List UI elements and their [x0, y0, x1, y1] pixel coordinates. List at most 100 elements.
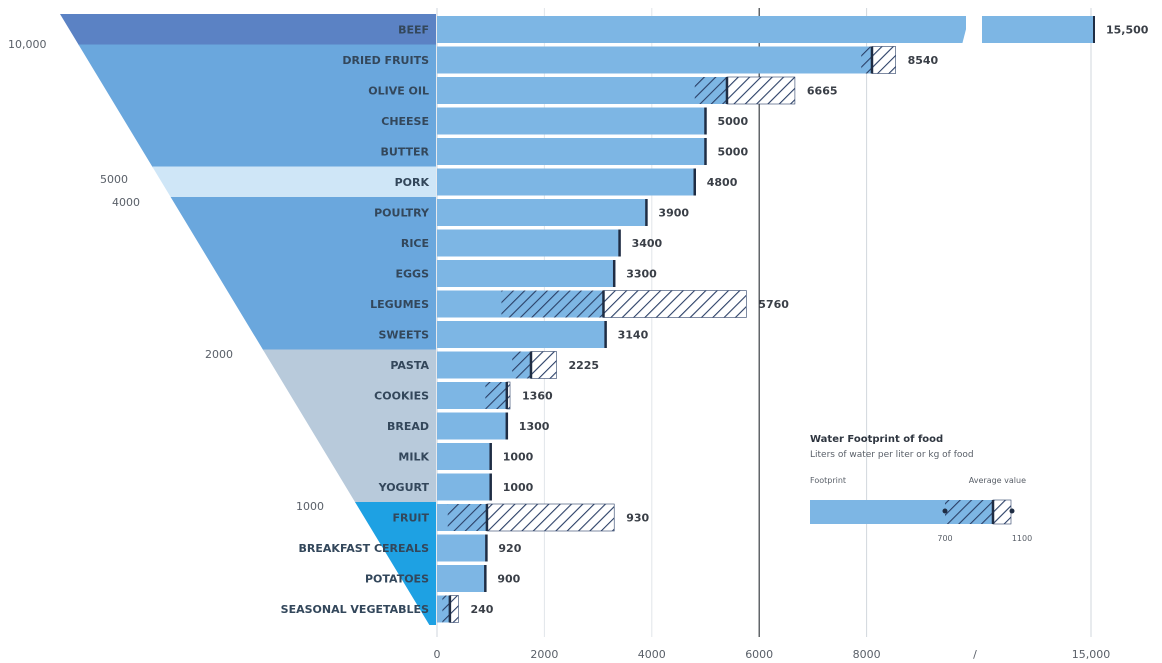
value-label-rice: 3400 — [632, 237, 663, 250]
legend-range-low — [945, 500, 993, 524]
legend-title: Water Footprint of food — [810, 434, 943, 445]
bar-row-dried-fruits: DRIED FRUITS 8540 — [342, 46, 939, 74]
value-label-beef: 15,500 — [1106, 24, 1149, 37]
x-axis-break-mark: / — [973, 648, 977, 661]
value-label-cheese: 5000 — [718, 115, 749, 128]
category-label-bread: BREAD — [387, 420, 429, 433]
category-label-cheese: CHEESE — [381, 115, 429, 128]
pyramid-level-4: 1000 — [296, 500, 324, 513]
bar-row-seasonal-vegetables: SEASONAL VEGETABLES 240 — [281, 595, 494, 623]
bar-potatoes — [437, 565, 486, 592]
bar-olive-oil — [437, 77, 727, 104]
bar-rice — [437, 229, 620, 257]
bars: BEEF 15,500 DRIED FRUITS 8540 OLIVE OIL 6665 C… — [281, 13, 1149, 623]
category-label-potatoes: POTATOES — [365, 573, 429, 586]
value-label-breakfast-cereals: 920 — [498, 542, 521, 555]
value-label-eggs: 3300 — [626, 268, 657, 281]
range-high-fruit — [486, 503, 615, 532]
range-high-legumes — [603, 290, 747, 318]
category-label-sweets: SWEETS — [378, 329, 429, 342]
pyramid-level-labels: 10,000 5000 4000 2000 1000 — [8, 38, 324, 513]
bar-row-milk: MILK 1000 — [398, 443, 534, 470]
bar-pork — [437, 168, 695, 196]
bar-row-legumes: LEGUMES 5760 — [370, 290, 789, 318]
bar-row-bread: BREAD 1300 — [387, 412, 550, 440]
legend-max-dot — [1009, 508, 1015, 514]
bar-row-eggs: EGGS 3300 — [396, 260, 657, 287]
category-label-beef: BEEF — [398, 24, 429, 37]
category-label-rice: RICE — [401, 237, 429, 250]
bar-sweets — [437, 321, 606, 348]
bar-row-butter: BUTTER 5000 — [380, 138, 748, 165]
bar-breakfast-cereals — [437, 534, 487, 562]
range-low-pasta — [512, 351, 531, 379]
range-high-pasta — [530, 351, 557, 379]
legend-high-value: 1100 — [1012, 534, 1032, 543]
bar-yogurt — [437, 473, 491, 501]
category-label-yogurt: YOGURT — [378, 481, 430, 494]
bar-row-potatoes: POTATOES 900 — [365, 565, 521, 592]
legend-bar — [810, 500, 945, 524]
x-tick-3: 6000 — [745, 648, 773, 661]
legend-subtitle: Liters of water per liter or kg of food — [810, 450, 974, 460]
value-label-legumes: 5760 — [758, 298, 789, 311]
legend-min-label: Footprint — [810, 476, 846, 485]
x-tick-1: 2000 — [530, 648, 558, 661]
range-low-seasonal-vegetables — [442, 595, 450, 623]
pyramid-level-2: 4000 — [112, 196, 140, 209]
category-label-poultry: POULTRY — [374, 207, 430, 220]
range-low-fruit — [447, 504, 487, 531]
bar-milk — [437, 443, 491, 470]
bar-row-breakfast-cereals: BREAKFAST CEREALS 920 — [299, 534, 522, 562]
x-axis-ticks: 0 2000 4000 6000 8000 15,000 / — [434, 648, 1111, 661]
pyramid-bands — [60, 14, 436, 625]
category-label-pork: PORK — [395, 176, 430, 189]
bar-poultry — [437, 199, 647, 226]
value-label-seasonal-vegetables: 240 — [470, 603, 493, 616]
category-label-breakfast-cereals: BREAKFAST CEREALS — [299, 542, 430, 555]
bar-beef-a — [437, 16, 966, 43]
bar-row-rice: RICE 3400 — [401, 229, 663, 257]
legend-low-value: 700 — [937, 534, 952, 543]
bar-row-sweets: SWEETS 3140 — [378, 321, 649, 348]
category-label-milk: MILK — [398, 451, 429, 464]
pyramid-band-0 — [60, 14, 436, 46]
value-label-dried-fruits: 8540 — [908, 54, 939, 67]
x-tick-4: 8000 — [853, 648, 881, 661]
value-label-sweets: 3140 — [618, 329, 649, 342]
bar-row-poultry: POULTRY 3900 — [374, 199, 689, 226]
pyramid-band-3 — [60, 197, 436, 351]
bar-bread — [437, 412, 507, 440]
value-label-bread: 1300 — [519, 420, 550, 433]
category-label-eggs: EGGS — [396, 268, 430, 281]
axis-break-mark — [962, 13, 974, 46]
category-label-cookies: COOKIES — [374, 390, 429, 403]
range-high-dried-fruits — [871, 46, 896, 74]
bar-row-beef: BEEF 15,500 — [398, 13, 1149, 46]
bar-row-pork: PORK 4800 — [395, 168, 738, 196]
category-label-butter: BUTTER — [380, 146, 429, 159]
bar-row-yogurt: YOGURT 1000 — [378, 473, 534, 501]
bar-beef-b — [982, 16, 1094, 43]
category-label-fruit: FRUIT — [392, 512, 429, 525]
x-tick-2: 4000 — [638, 648, 666, 661]
pyramid-level-0: 10,000 — [8, 38, 47, 51]
category-label-pasta: PASTA — [390, 359, 429, 372]
legend-min-dot — [942, 508, 948, 514]
pyramid-band-4 — [60, 349, 436, 503]
legend: Water Footprint of food Liters of water p… — [810, 434, 1032, 543]
range-low-cookies — [485, 382, 507, 409]
bar-row-olive-oil: OLIVE OIL 6665 — [368, 76, 838, 105]
value-label-butter: 5000 — [718, 146, 749, 159]
range-high-olive-oil — [726, 76, 796, 105]
value-label-pork: 4800 — [707, 176, 738, 189]
bar-dried-fruits — [437, 46, 872, 74]
x-tick-5: 15,000 — [1072, 648, 1111, 661]
range-high-seasonal-vegetables — [449, 595, 459, 623]
range-low-legumes — [501, 290, 604, 318]
bar-row-fruit: FRUIT 930 — [392, 503, 650, 532]
bar-cheese — [437, 107, 706, 135]
pyramid-level-3: 2000 — [205, 348, 233, 361]
bar-row-pasta: PASTA 2225 — [390, 351, 599, 379]
